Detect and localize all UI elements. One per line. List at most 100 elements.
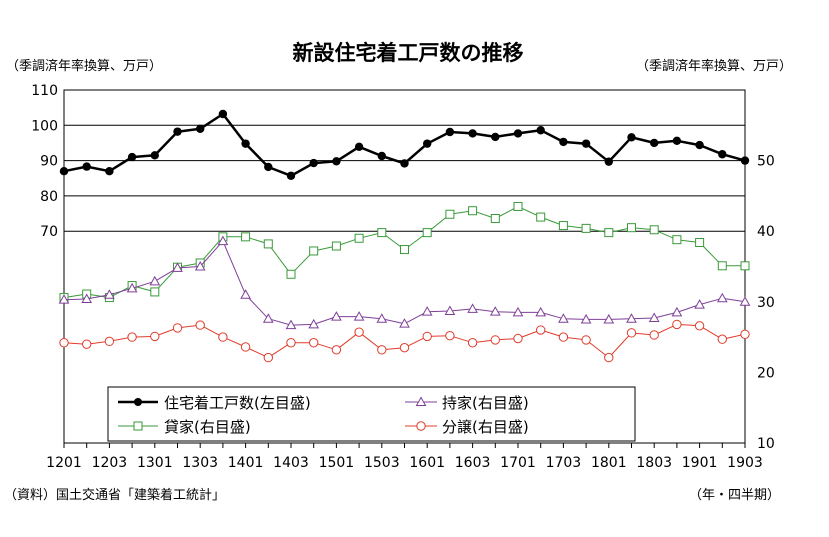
data-point xyxy=(218,332,228,342)
data-point xyxy=(150,331,160,342)
data-point xyxy=(694,321,705,331)
data-point xyxy=(126,282,138,293)
x-axis-tick-label: 1303 xyxy=(182,455,218,471)
left-unit-label: （季調済年率換算、万戸） xyxy=(6,58,162,74)
data-point xyxy=(491,132,500,142)
data-point xyxy=(308,318,320,329)
axes: 110 100 90 80 70 50 40 30 20 10 1201 1203 1301 1303 14… xyxy=(31,83,775,471)
data-point xyxy=(627,223,636,233)
data-point xyxy=(649,225,659,235)
x-axis-tick-label: 1803 xyxy=(636,455,672,471)
period-label: （年・四半期） xyxy=(689,488,780,503)
data-point xyxy=(194,260,206,271)
data-point xyxy=(581,335,591,345)
data-point xyxy=(695,237,705,247)
data-point xyxy=(444,305,456,315)
right-axis-tick-label: 10 xyxy=(757,436,775,452)
data-point xyxy=(421,306,433,316)
data-point xyxy=(671,306,683,317)
svg-text:住宅着工戸数(左目盛): 住宅着工戸数(左目盛) xyxy=(164,394,311,412)
data-point xyxy=(512,306,524,317)
data-point xyxy=(423,139,432,148)
svg-text:持家(右目盛): 持家(右目盛) xyxy=(442,394,529,412)
data-point xyxy=(218,109,228,119)
data-point xyxy=(309,246,319,256)
data-point xyxy=(149,275,161,286)
left-axis-tick-label: 70 xyxy=(40,224,58,240)
data-point xyxy=(82,162,91,171)
data-point xyxy=(196,124,205,134)
data-point xyxy=(445,330,455,341)
data-point xyxy=(172,323,183,333)
data-point xyxy=(558,221,568,231)
data-point xyxy=(716,292,728,303)
data-point xyxy=(172,262,183,272)
data-point xyxy=(490,335,500,345)
data-point xyxy=(105,166,114,176)
data-point xyxy=(150,151,159,160)
source-note: （資料）国土交通省「建築着工統計」 xyxy=(4,487,225,503)
legend-item-owner-occupied: 持家(右目盛) xyxy=(405,394,529,412)
legend-item-rental: 貸家(右目盛) xyxy=(118,418,251,436)
data-point xyxy=(399,342,410,353)
data-point xyxy=(353,311,365,321)
data-point xyxy=(285,319,297,330)
data-point xyxy=(354,233,364,243)
data-point xyxy=(490,213,500,223)
data-point xyxy=(59,338,69,348)
data-point xyxy=(604,228,614,238)
x-axis-tick-label: 1601 xyxy=(409,455,445,471)
right-axis-tick-label: 50 xyxy=(757,154,775,170)
x-axis-tick-label: 1701 xyxy=(500,455,536,471)
data-point xyxy=(58,294,70,304)
data-point xyxy=(718,150,727,159)
data-point xyxy=(195,320,205,330)
data-point xyxy=(264,162,273,172)
data-point xyxy=(604,157,613,166)
data-point xyxy=(581,223,591,233)
data-point xyxy=(536,126,545,135)
data-point xyxy=(489,306,501,316)
x-axis-tick-label: 1403 xyxy=(273,455,309,471)
data-point xyxy=(332,157,341,166)
data-point xyxy=(399,318,410,328)
data-point xyxy=(739,296,751,306)
legend-item-housing-starts: 住宅着工戸数(左目盛) xyxy=(118,394,311,412)
data-point xyxy=(400,245,409,255)
right-axis-tick-label: 40 xyxy=(757,224,775,240)
data-point xyxy=(309,158,318,168)
data-point xyxy=(717,334,727,344)
data-point xyxy=(694,299,705,309)
x-axis-tick-label: 1201 xyxy=(46,455,82,471)
data-point xyxy=(217,235,229,246)
data-point xyxy=(331,241,341,251)
data-point xyxy=(581,139,591,148)
data-point xyxy=(467,338,478,348)
data-point xyxy=(286,338,296,348)
data-point xyxy=(580,313,592,324)
x-axis-tick-label: 1703 xyxy=(546,455,582,471)
data-point xyxy=(468,129,477,138)
data-point xyxy=(740,261,750,271)
x-axis-tick-label: 1203 xyxy=(92,455,128,471)
data-point xyxy=(672,235,682,245)
data-point xyxy=(59,166,69,176)
x-axis-tick-label: 1401 xyxy=(228,455,264,471)
data-point xyxy=(309,338,319,348)
data-point xyxy=(649,330,659,340)
data-point xyxy=(263,352,273,363)
data-point xyxy=(400,159,409,168)
data-point xyxy=(626,313,637,323)
data-point xyxy=(286,171,296,180)
data-point xyxy=(695,140,704,150)
data-point xyxy=(127,152,137,162)
data-point xyxy=(422,331,432,342)
chart-title: 新設住宅着工戸数の推移 xyxy=(293,41,524,65)
data-point xyxy=(445,127,455,137)
data-point xyxy=(672,319,682,330)
data-point xyxy=(604,352,614,363)
left-axis-tick-label: 80 xyxy=(40,189,58,205)
svg-text:分譲(右目盛): 分譲(右目盛) xyxy=(442,418,529,436)
left-axis-tick-label: 100 xyxy=(31,118,58,134)
data-point xyxy=(513,333,523,344)
